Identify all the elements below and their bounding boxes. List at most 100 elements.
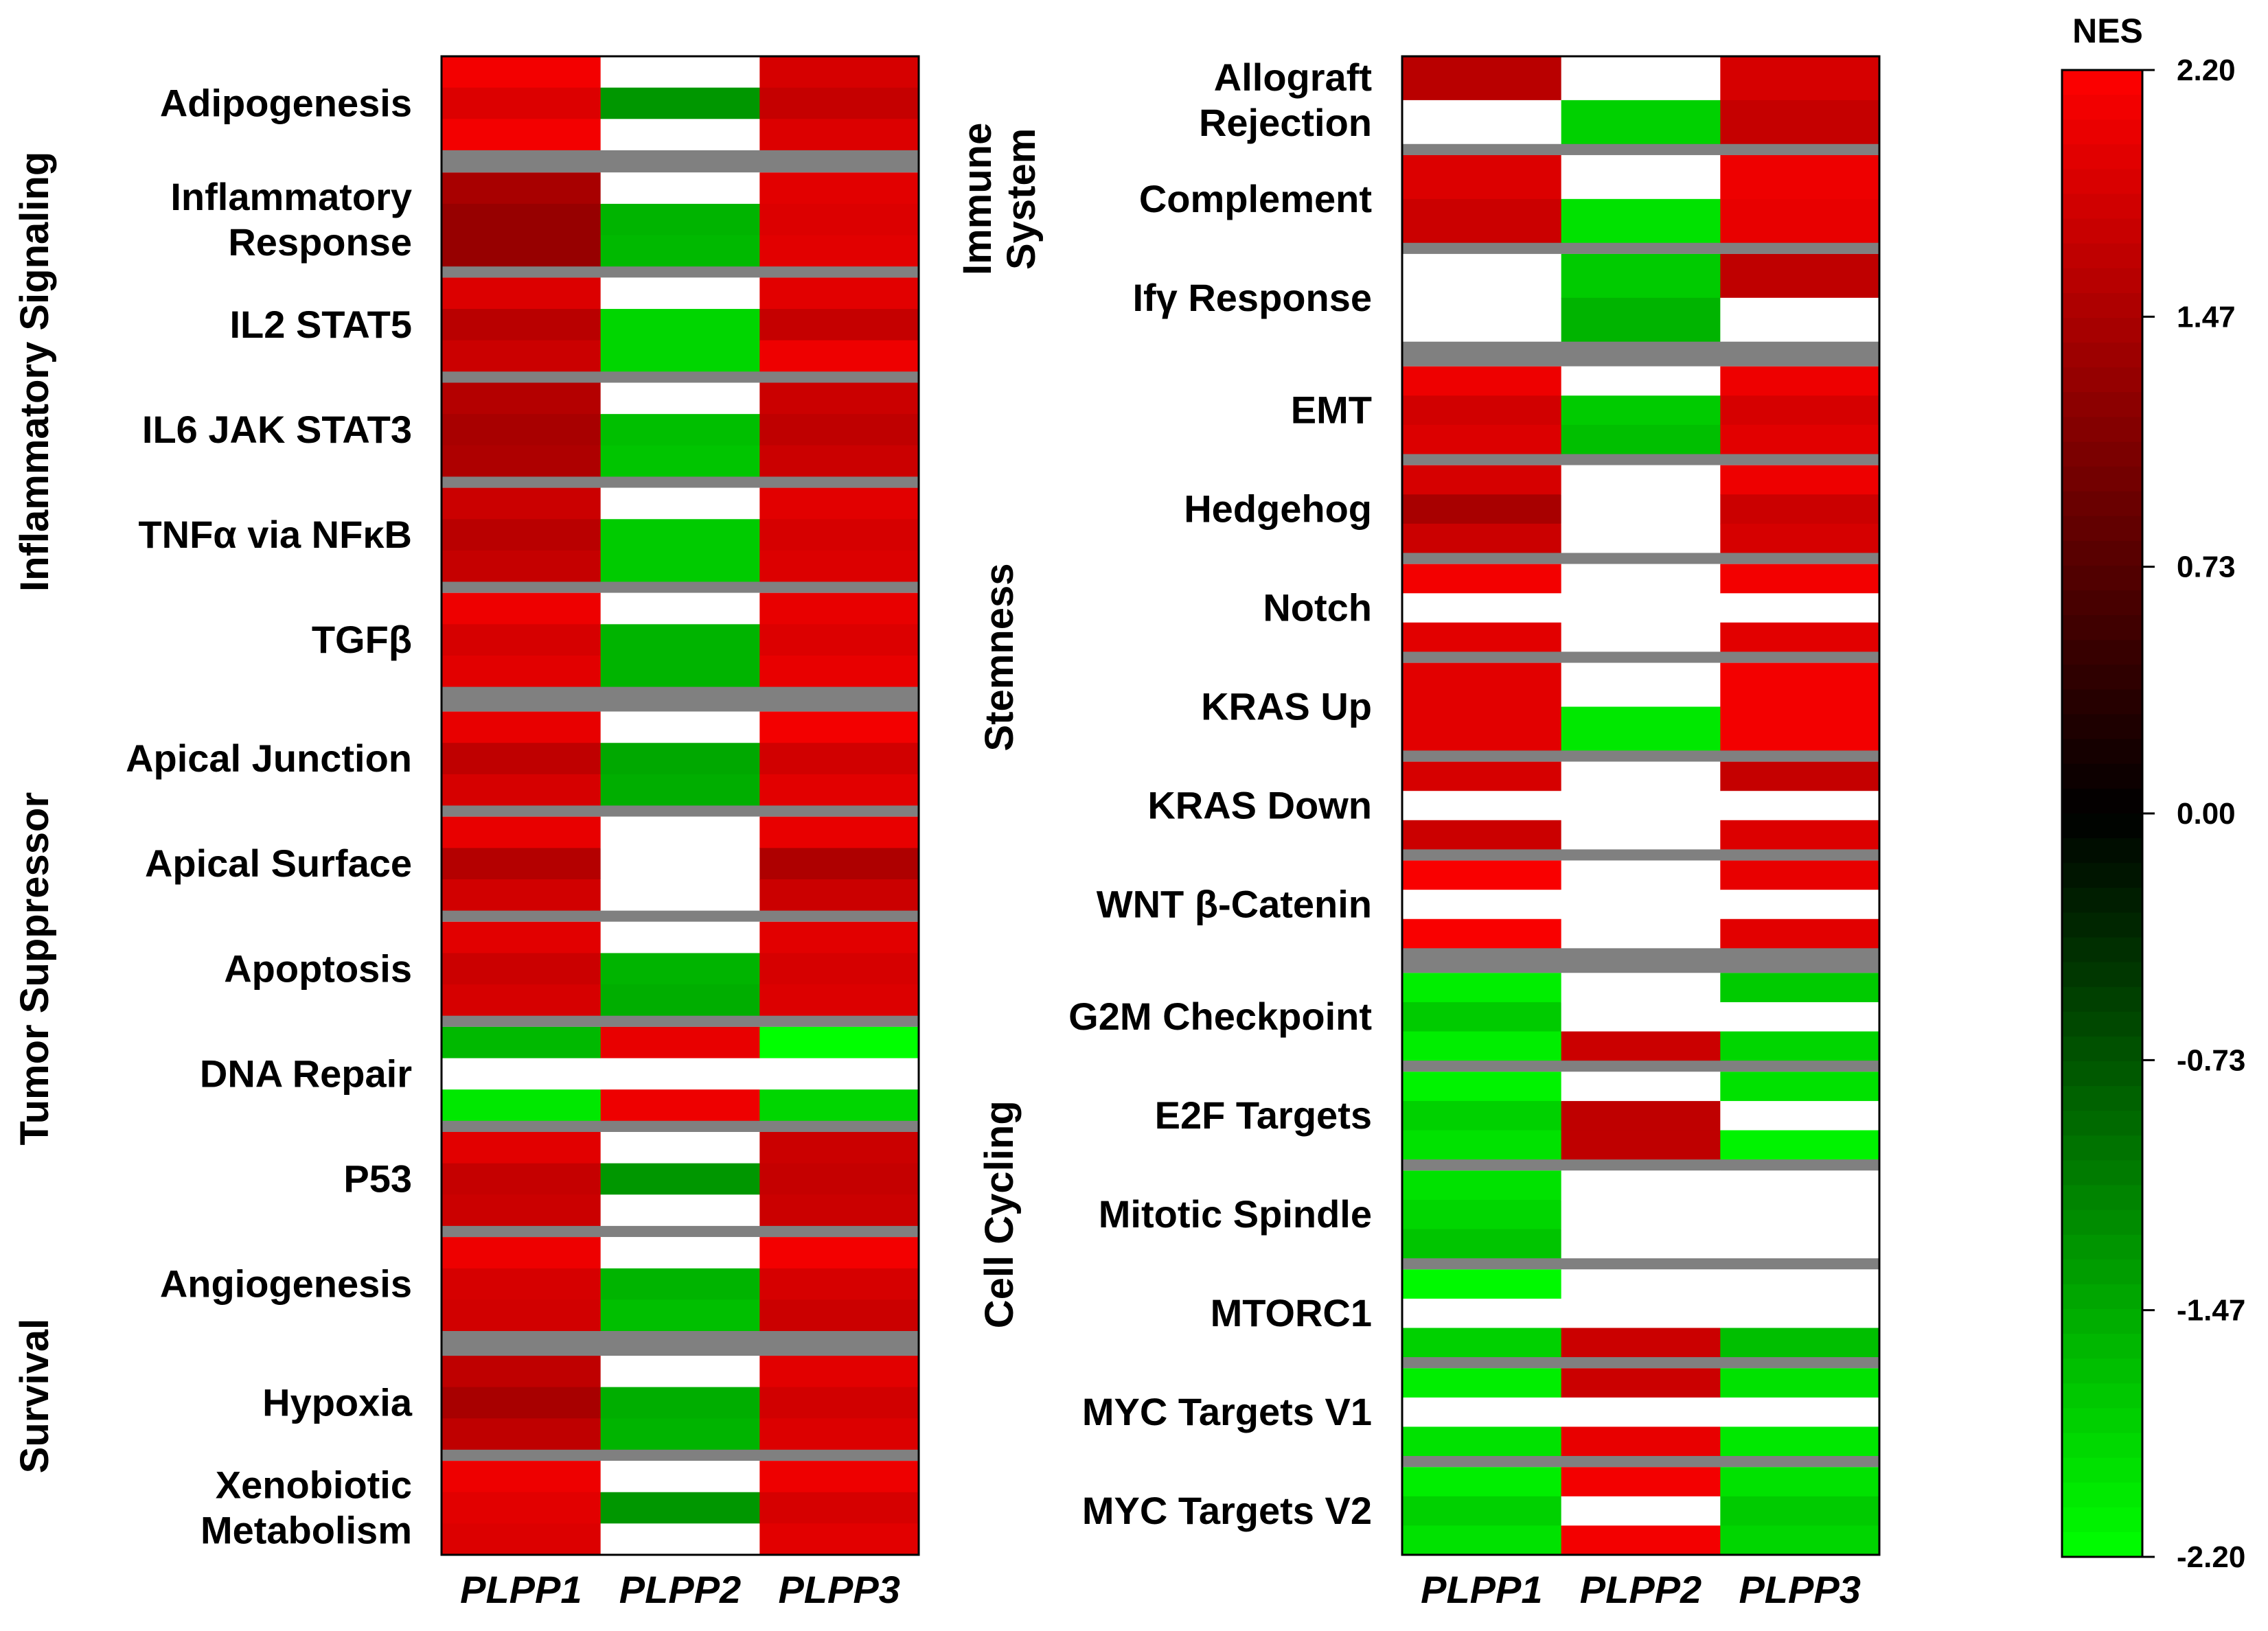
heatmap-cell bbox=[600, 340, 760, 372]
group-label: Immune bbox=[955, 123, 1000, 275]
color-scale-step bbox=[2062, 1185, 2142, 1211]
heatmap-cell bbox=[442, 340, 602, 372]
heatmap-cell bbox=[1402, 791, 1562, 821]
row-label: TNFα via NFκB bbox=[138, 513, 412, 556]
heatmap-cell bbox=[442, 277, 602, 310]
heatmap-cell bbox=[1402, 100, 1562, 145]
heatmap-cell bbox=[442, 655, 602, 688]
heatmap-cell bbox=[600, 56, 760, 89]
heatmap-cell bbox=[1402, 1229, 1562, 1259]
heatmap-cell bbox=[1402, 564, 1562, 594]
heatmap-cell bbox=[600, 1492, 760, 1524]
separator-band bbox=[442, 1331, 919, 1356]
heatmap-cell bbox=[759, 592, 919, 625]
heatmap-cell bbox=[1402, 1328, 1562, 1358]
heatmap-cell bbox=[442, 309, 602, 341]
color-scale-step bbox=[2062, 218, 2142, 244]
heatmap-cell bbox=[759, 519, 919, 551]
heatmap-cell bbox=[600, 309, 760, 341]
heatmap-cell bbox=[1561, 1397, 1721, 1427]
heatmap-cell bbox=[759, 743, 919, 775]
heatmap-cell bbox=[600, 774, 760, 806]
heatmap-cell bbox=[442, 1026, 602, 1059]
heatmap-cell bbox=[759, 1163, 919, 1195]
heatmap-cell bbox=[759, 953, 919, 985]
color-scale-step bbox=[2062, 689, 2142, 715]
row-label: Apical Surface bbox=[145, 842, 412, 885]
heatmap-cell bbox=[600, 1268, 760, 1300]
heatmap-cell bbox=[600, 953, 760, 985]
color-scale-step bbox=[2062, 119, 2142, 145]
heatmap-cell bbox=[442, 519, 602, 551]
heatmap-cell bbox=[1402, 1397, 1562, 1427]
heatmap-cell bbox=[600, 1356, 760, 1388]
color-scale-step bbox=[2062, 937, 2142, 963]
heatmap-cell bbox=[1561, 761, 1721, 791]
row-label: Allograft bbox=[1214, 56, 1372, 99]
heatmap-cell bbox=[759, 119, 919, 151]
color-scale-step bbox=[2062, 566, 2142, 591]
heatmap-cell bbox=[1402, 706, 1562, 751]
row-label: Notch bbox=[1263, 586, 1372, 629]
color-scale-step bbox=[2062, 441, 2142, 467]
heatmap-cell bbox=[600, 1058, 760, 1090]
heatmap-cell bbox=[1720, 622, 1880, 652]
heatmap-cell bbox=[442, 382, 602, 415]
heatmap-cell bbox=[1561, 1496, 1721, 1526]
heatmap-cell bbox=[1561, 297, 1721, 343]
heatmap-cell bbox=[759, 624, 919, 656]
row-label: WNT β-Catenin bbox=[1097, 882, 1372, 925]
group-label: Tumor Suppressor bbox=[12, 792, 57, 1146]
row-label: Xenobiotic bbox=[216, 1464, 412, 1507]
heatmap-cell bbox=[442, 1058, 602, 1090]
color-scale-step bbox=[2062, 863, 2142, 888]
heatmap-cell bbox=[759, 445, 919, 477]
heatmap-cell bbox=[1561, 1525, 1721, 1555]
heatmap-cell bbox=[1402, 662, 1562, 708]
heatmap-cell bbox=[1561, 890, 1721, 920]
heatmap-cell bbox=[600, 519, 760, 551]
heatmap-cell bbox=[1402, 860, 1562, 890]
heatmap-cell bbox=[600, 879, 760, 912]
heatmap-cell bbox=[600, 1461, 760, 1493]
column-label: PLPP1 bbox=[1421, 1568, 1542, 1611]
heatmap-cell bbox=[1561, 253, 1721, 299]
heatmap-cell bbox=[1561, 1002, 1721, 1032]
heatmap-cell bbox=[442, 1268, 602, 1300]
column-label: PLPP3 bbox=[1739, 1568, 1860, 1611]
separator-band bbox=[442, 150, 919, 173]
heatmap-cell bbox=[1561, 1072, 1721, 1102]
heatmap-cell bbox=[1402, 973, 1562, 1003]
color-scale-step bbox=[2062, 962, 2142, 988]
heatmap-cell bbox=[442, 1387, 602, 1419]
heatmap-border bbox=[440, 55, 920, 1556]
heatmap-cell bbox=[1720, 1100, 1880, 1131]
heatmap-cell bbox=[1402, 890, 1562, 920]
heatmap-cell bbox=[442, 816, 602, 848]
color-scale-tick-label: 0.00 bbox=[2177, 797, 2236, 831]
heatmap-cell bbox=[1402, 761, 1562, 791]
separator-band bbox=[442, 910, 919, 922]
color-scale-step bbox=[2062, 1061, 2142, 1087]
color-scale-bar: NES 2.20 1.47 0.73 0.00 -0.73 -1.47 -2.20 bbox=[2061, 12, 2245, 1574]
heatmap-cell bbox=[442, 1132, 602, 1164]
heatmap-cell bbox=[759, 382, 919, 415]
separator-band bbox=[1402, 242, 1879, 254]
row-label: TGFβ bbox=[312, 618, 412, 661]
heatmap-cell bbox=[759, 487, 919, 520]
row-label: Apoptosis bbox=[224, 947, 412, 990]
group-label: System bbox=[999, 128, 1044, 270]
row-label: Hedgehog bbox=[1184, 487, 1372, 531]
heatmap-cell bbox=[442, 592, 602, 625]
heatmap-cell bbox=[442, 774, 602, 806]
heatmap-cell bbox=[1720, 1368, 1880, 1398]
color-scale-step bbox=[2062, 268, 2142, 294]
heatmap-cell bbox=[1720, 1072, 1880, 1102]
heatmap-cell bbox=[1561, 1031, 1721, 1061]
heatmap-cell bbox=[1561, 1199, 1721, 1229]
separator-band bbox=[1402, 750, 1879, 762]
heatmap-cell bbox=[1720, 494, 1880, 524]
row-label: Angiogenesis bbox=[160, 1262, 412, 1306]
